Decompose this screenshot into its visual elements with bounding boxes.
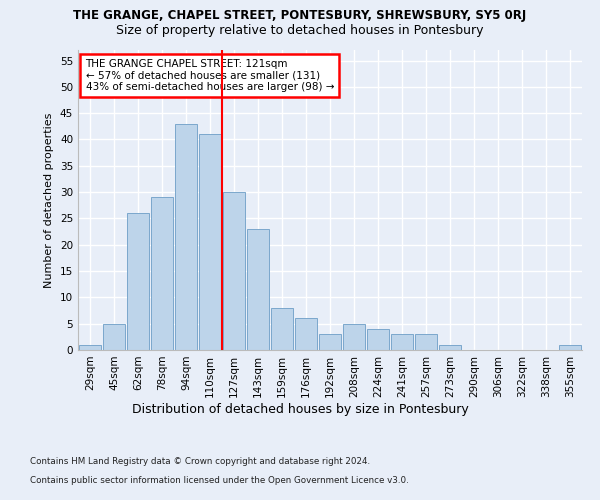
Bar bbox=[415, 334, 437, 350]
Bar bbox=[271, 308, 293, 350]
Bar bbox=[559, 344, 581, 350]
Bar bbox=[175, 124, 197, 350]
Bar bbox=[295, 318, 317, 350]
Bar bbox=[151, 198, 173, 350]
Text: Distribution of detached houses by size in Pontesbury: Distribution of detached houses by size … bbox=[131, 402, 469, 415]
Bar bbox=[439, 344, 461, 350]
Bar bbox=[127, 213, 149, 350]
Bar bbox=[367, 329, 389, 350]
Text: Contains public sector information licensed under the Open Government Licence v3: Contains public sector information licen… bbox=[30, 476, 409, 485]
Text: Size of property relative to detached houses in Pontesbury: Size of property relative to detached ho… bbox=[116, 24, 484, 37]
Text: Contains HM Land Registry data © Crown copyright and database right 2024.: Contains HM Land Registry data © Crown c… bbox=[30, 458, 370, 466]
Bar bbox=[223, 192, 245, 350]
Y-axis label: Number of detached properties: Number of detached properties bbox=[44, 112, 55, 288]
Text: THE GRANGE CHAPEL STREET: 121sqm
← 57% of detached houses are smaller (131)
43% : THE GRANGE CHAPEL STREET: 121sqm ← 57% o… bbox=[86, 59, 334, 92]
Bar bbox=[199, 134, 221, 350]
Bar bbox=[391, 334, 413, 350]
Bar bbox=[343, 324, 365, 350]
Bar bbox=[319, 334, 341, 350]
Bar bbox=[247, 229, 269, 350]
Bar bbox=[103, 324, 125, 350]
Bar bbox=[79, 344, 101, 350]
Text: THE GRANGE, CHAPEL STREET, PONTESBURY, SHREWSBURY, SY5 0RJ: THE GRANGE, CHAPEL STREET, PONTESBURY, S… bbox=[73, 9, 527, 22]
